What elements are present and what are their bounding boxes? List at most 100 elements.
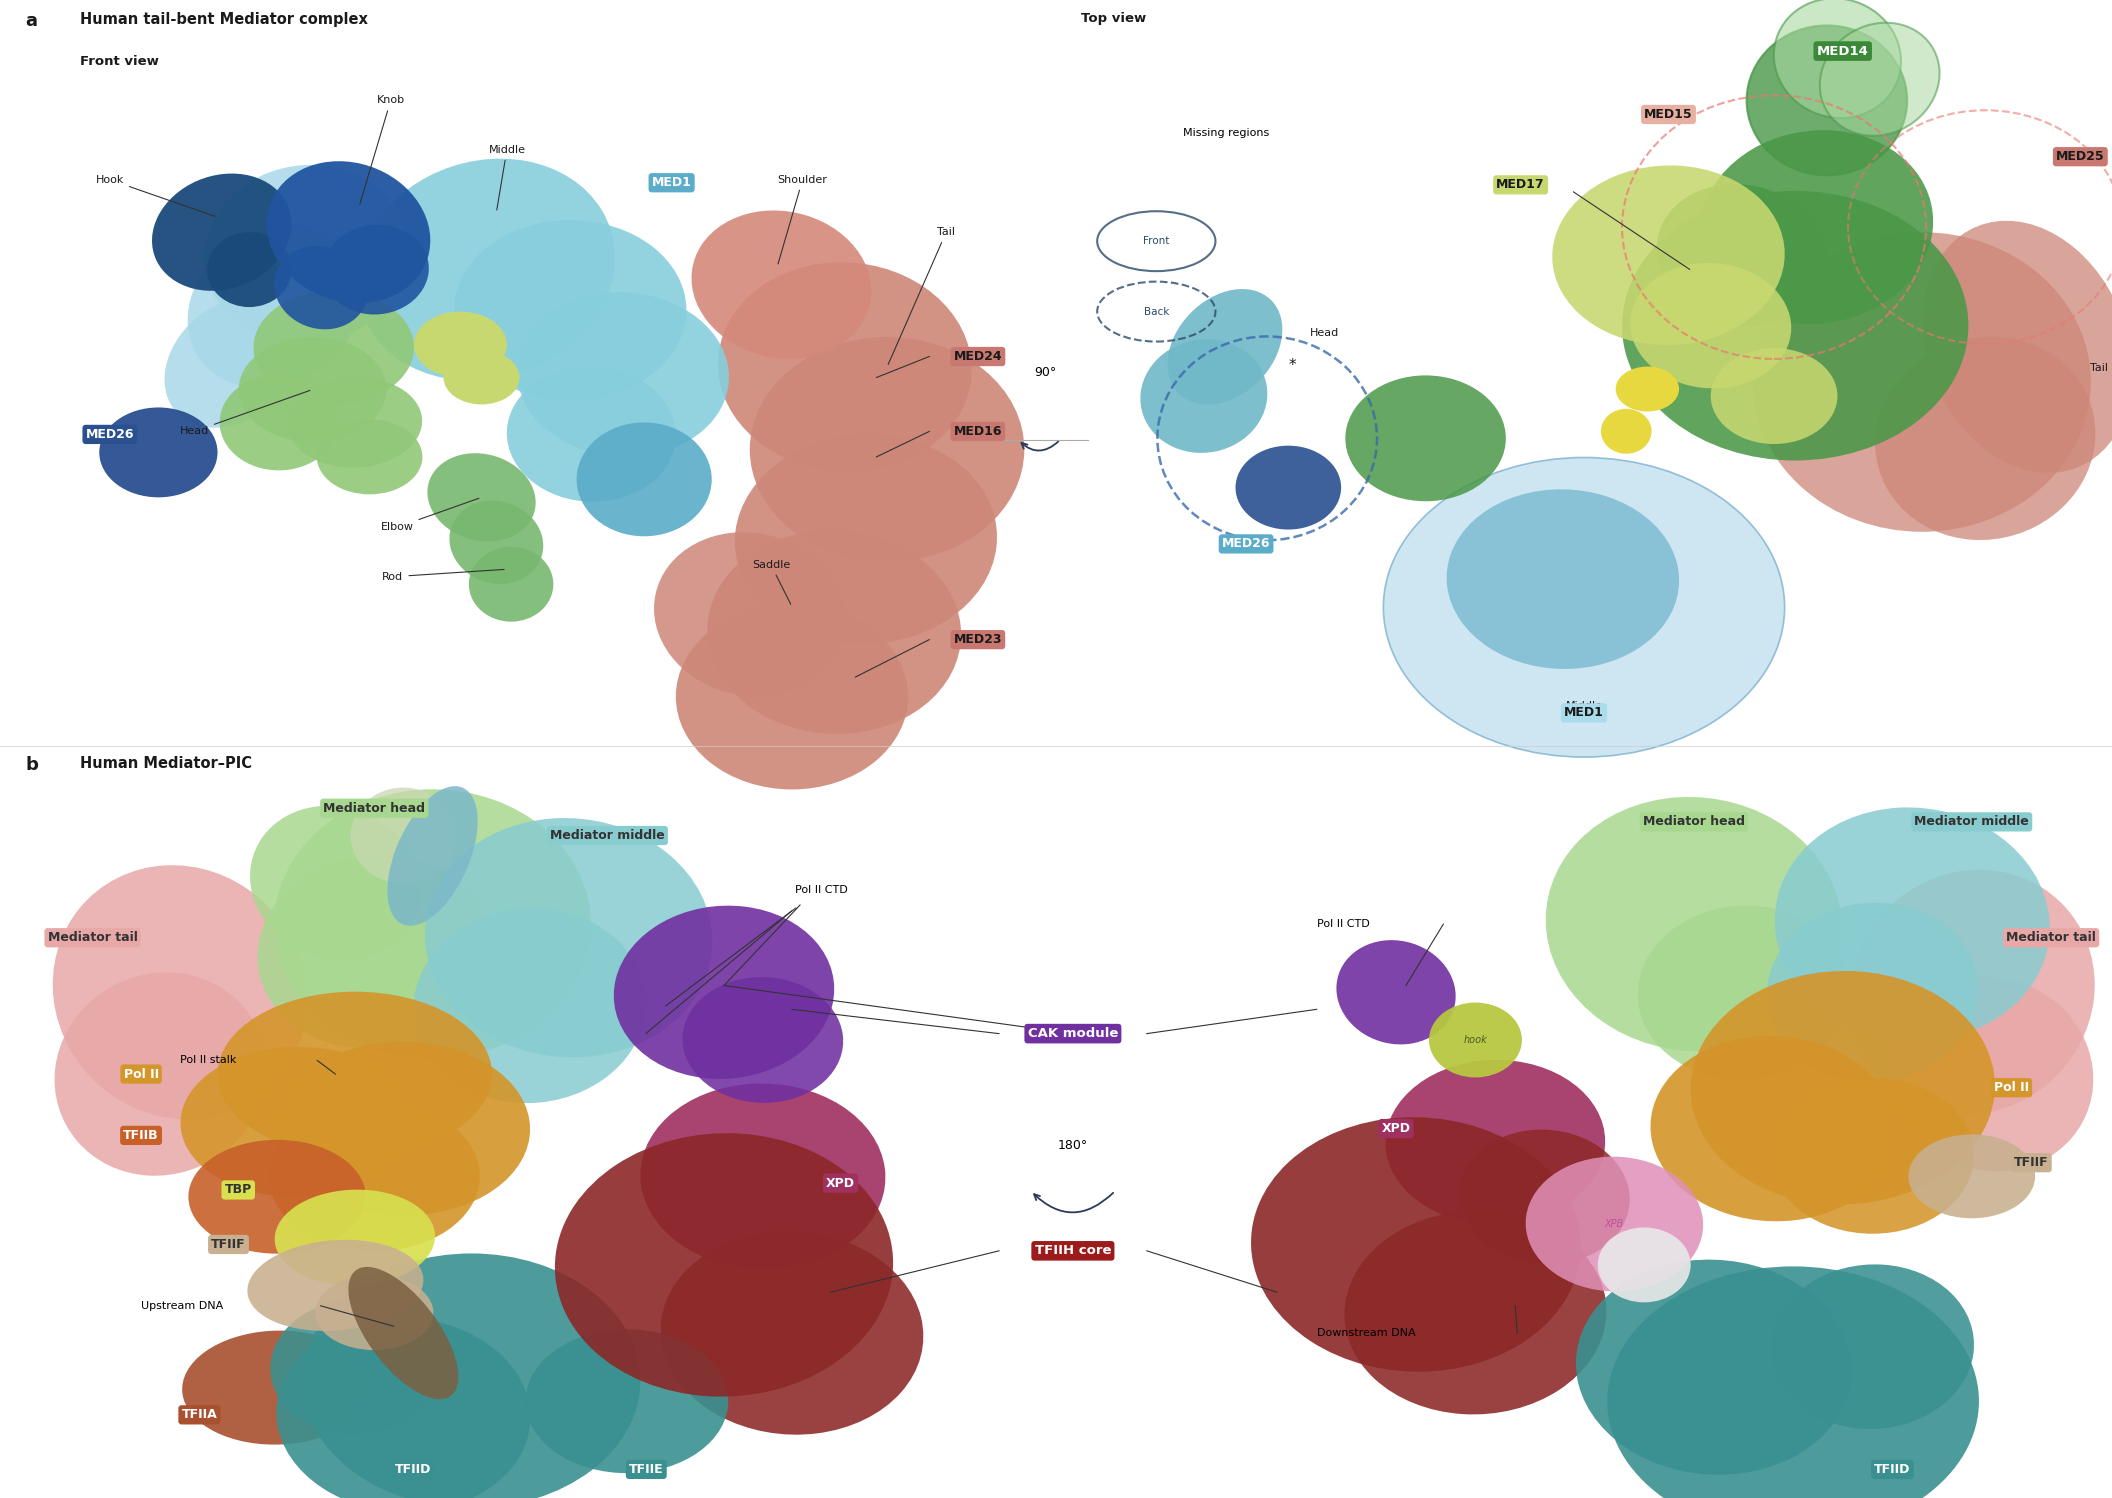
Text: Mediator head: Mediator head bbox=[1643, 815, 1745, 828]
Text: XPD: XPD bbox=[1381, 1122, 1411, 1135]
Text: Downstream DNA: Downstream DNA bbox=[1316, 1329, 1415, 1338]
Ellipse shape bbox=[53, 866, 306, 1119]
Text: Mediator head: Mediator head bbox=[323, 801, 425, 815]
Ellipse shape bbox=[450, 500, 543, 584]
Ellipse shape bbox=[1337, 941, 1455, 1044]
Text: Pol II: Pol II bbox=[1994, 1082, 2030, 1094]
Text: TFIID: TFIID bbox=[1873, 1464, 1911, 1476]
Text: TFIIF: TFIIF bbox=[211, 1237, 245, 1251]
Text: MED26: MED26 bbox=[1223, 538, 1269, 550]
Text: 90°: 90° bbox=[1035, 366, 1056, 379]
Text: MED26: MED26 bbox=[87, 428, 133, 440]
Ellipse shape bbox=[315, 1275, 433, 1350]
Ellipse shape bbox=[454, 220, 686, 400]
Text: Middle: Middle bbox=[1565, 701, 1603, 712]
Ellipse shape bbox=[708, 530, 961, 734]
Ellipse shape bbox=[425, 818, 712, 1058]
Ellipse shape bbox=[323, 225, 429, 315]
Ellipse shape bbox=[1236, 446, 1341, 530]
Ellipse shape bbox=[750, 337, 1024, 562]
Ellipse shape bbox=[1649, 1037, 1897, 1221]
Ellipse shape bbox=[1922, 220, 2112, 473]
Text: TFIIE: TFIIE bbox=[629, 1464, 663, 1476]
Ellipse shape bbox=[1711, 348, 1837, 443]
Ellipse shape bbox=[414, 909, 646, 1103]
Ellipse shape bbox=[1909, 1134, 2036, 1218]
Text: Elbow: Elbow bbox=[380, 499, 479, 532]
Text: Shoulder: Shoulder bbox=[777, 175, 828, 264]
Ellipse shape bbox=[427, 454, 536, 541]
Ellipse shape bbox=[1525, 1156, 1702, 1291]
Ellipse shape bbox=[207, 232, 291, 307]
Ellipse shape bbox=[152, 174, 291, 291]
Ellipse shape bbox=[165, 297, 300, 428]
Ellipse shape bbox=[615, 906, 834, 1079]
Ellipse shape bbox=[205, 165, 408, 345]
Text: *: * bbox=[1288, 358, 1297, 373]
Ellipse shape bbox=[55, 972, 266, 1176]
Ellipse shape bbox=[555, 1132, 893, 1396]
Ellipse shape bbox=[1753, 232, 2091, 532]
Ellipse shape bbox=[718, 262, 972, 472]
Text: MED1: MED1 bbox=[653, 177, 691, 189]
Text: Tail: Tail bbox=[889, 228, 955, 364]
Ellipse shape bbox=[1772, 1079, 1975, 1234]
Ellipse shape bbox=[258, 854, 492, 1049]
Ellipse shape bbox=[444, 351, 520, 404]
Text: CAK module: CAK module bbox=[1029, 1028, 1117, 1040]
Ellipse shape bbox=[275, 789, 591, 1059]
Text: Saddle: Saddle bbox=[752, 560, 790, 604]
Ellipse shape bbox=[275, 246, 367, 330]
Text: Pol II stalk: Pol II stalk bbox=[180, 1056, 237, 1065]
Ellipse shape bbox=[1690, 971, 1996, 1204]
Ellipse shape bbox=[1385, 1061, 1605, 1224]
Ellipse shape bbox=[357, 159, 615, 380]
Text: Human Mediator–PIC: Human Mediator–PIC bbox=[80, 756, 251, 771]
Ellipse shape bbox=[1637, 905, 1850, 1079]
Ellipse shape bbox=[180, 1047, 412, 1197]
Text: MED16: MED16 bbox=[955, 425, 1001, 437]
Ellipse shape bbox=[507, 367, 676, 502]
Ellipse shape bbox=[1250, 1118, 1580, 1372]
Text: MED15: MED15 bbox=[1643, 108, 1694, 121]
Ellipse shape bbox=[1447, 490, 1679, 670]
Ellipse shape bbox=[1140, 339, 1267, 452]
Text: Rod: Rod bbox=[382, 569, 505, 581]
Text: a: a bbox=[25, 12, 38, 30]
Text: TFIIA: TFIIA bbox=[182, 1408, 218, 1422]
Text: Mediator tail: Mediator tail bbox=[49, 932, 137, 944]
Text: Pol II: Pol II bbox=[122, 1068, 158, 1080]
Ellipse shape bbox=[348, 1267, 458, 1399]
Ellipse shape bbox=[1821, 22, 1939, 136]
Text: hook: hook bbox=[1464, 1035, 1487, 1046]
Ellipse shape bbox=[1459, 1129, 1630, 1264]
Text: Human tail-bent Mediator complex: Human tail-bent Mediator complex bbox=[80, 12, 367, 27]
Ellipse shape bbox=[1848, 870, 2095, 1115]
Text: 180°: 180° bbox=[1058, 1140, 1088, 1152]
Ellipse shape bbox=[676, 604, 908, 789]
Text: b: b bbox=[25, 756, 38, 774]
Ellipse shape bbox=[661, 1231, 923, 1435]
Ellipse shape bbox=[1168, 289, 1282, 404]
Ellipse shape bbox=[640, 1083, 885, 1269]
Text: Head: Head bbox=[180, 391, 310, 436]
Text: Mediator tail: Mediator tail bbox=[2006, 932, 2095, 944]
Ellipse shape bbox=[220, 374, 338, 470]
Text: Head: Head bbox=[1309, 328, 1339, 337]
Text: XPD: XPD bbox=[826, 1176, 855, 1189]
Ellipse shape bbox=[268, 1101, 479, 1251]
Ellipse shape bbox=[1345, 376, 1506, 502]
Ellipse shape bbox=[386, 786, 477, 926]
Text: TFIIB: TFIIB bbox=[122, 1129, 158, 1141]
Ellipse shape bbox=[270, 1300, 439, 1435]
Ellipse shape bbox=[302, 1254, 640, 1498]
Ellipse shape bbox=[1607, 1266, 1979, 1498]
Ellipse shape bbox=[1768, 902, 1979, 1082]
Ellipse shape bbox=[691, 210, 872, 360]
Text: MED25: MED25 bbox=[2055, 150, 2106, 163]
Ellipse shape bbox=[1700, 130, 1932, 324]
Text: Upstream DNA: Upstream DNA bbox=[142, 1300, 224, 1311]
Ellipse shape bbox=[1383, 457, 1785, 756]
Ellipse shape bbox=[655, 532, 845, 697]
Ellipse shape bbox=[1875, 337, 2095, 539]
